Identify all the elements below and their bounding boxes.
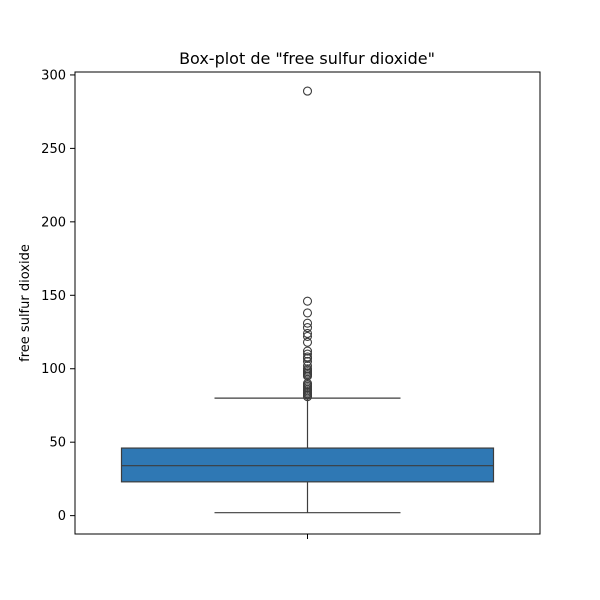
chart-title: Box-plot de "free sulfur dioxide": [179, 49, 435, 68]
outlier-point: [302, 346, 313, 356]
outlier-point: [302, 361, 313, 371]
outlier-point: [302, 318, 313, 328]
y-tick-label: 150: [41, 289, 66, 304]
outlier-point: [302, 86, 313, 96]
y-tick-label: 50: [49, 436, 66, 451]
y-axis-label: free sulfur dioxide: [18, 244, 33, 362]
y-axis-ticks: 0 50 100 150 200 250 300: [41, 68, 308, 539]
y-tick-label: 100: [41, 362, 66, 377]
outlier-point: [302, 296, 313, 306]
y-tick-label: 300: [41, 68, 66, 83]
outlier-point: [302, 378, 313, 388]
outlier-point: [302, 331, 313, 341]
y-tick-label: 0: [58, 509, 66, 524]
outlier-point: [302, 323, 313, 333]
outlier-point: [302, 356, 313, 366]
outlier-point: [302, 349, 313, 359]
outlier-point: [302, 352, 313, 362]
y-tick-label: 250: [41, 142, 66, 157]
outlier-point: [302, 328, 313, 339]
plot-area: [120, 86, 495, 514]
plot-frame: [74, 71, 541, 535]
iqr-box: [120, 447, 495, 483]
outlier-point: [302, 308, 313, 318]
outlier-point: [302, 364, 313, 374]
outlier-point: [302, 337, 313, 347]
y-tick-label: 200: [41, 215, 66, 230]
